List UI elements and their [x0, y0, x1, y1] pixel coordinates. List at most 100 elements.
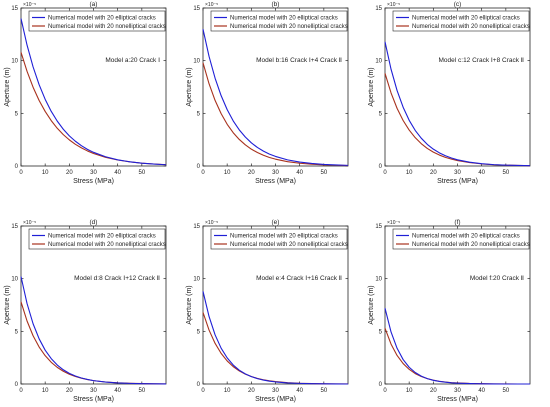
panel-label: (e)	[272, 219, 280, 226]
x-tick-label: 0	[201, 170, 205, 176]
plot-area	[20, 225, 167, 385]
x-tick-label: 20	[66, 170, 73, 176]
y-tick-label: 5	[197, 111, 201, 117]
legend-entry: Numerical model with 20 nonelliptical cr…	[48, 24, 166, 30]
y-exponent-label: ×10⁻⁵	[387, 220, 400, 226]
y-tick-label: 5	[15, 329, 19, 335]
plot-area	[202, 7, 349, 167]
panel-label: (b)	[272, 1, 280, 8]
y-tick-label: 5	[379, 329, 383, 335]
model-annotation: Model c:12 Crack Ⅰ+8 Crack Ⅱ	[439, 57, 525, 64]
x-tick-label: 40	[478, 388, 485, 394]
y-tick-label: 0	[379, 164, 383, 170]
x-tick-label: 50	[138, 170, 145, 176]
x-tick-label: 10	[42, 388, 49, 394]
panel-label: (f)	[454, 219, 460, 226]
chart-panel: 0 10 20 30 40 50 0 5 10 15 ×10⁻⁵ (e) Stress (MPa) Ape…	[186, 219, 349, 403]
y-tick-label: 5	[379, 111, 383, 117]
y-tick-label: 0	[197, 164, 201, 170]
y-tick-label: 15	[11, 224, 18, 230]
model-annotation: Model d:8 Crack Ⅰ+12 Crack Ⅱ	[74, 275, 160, 282]
x-tick-label: 20	[248, 170, 255, 176]
chart-panel: 0 10 20 30 40 50 0 5 10 15 ×10⁻⁵ (f) Stress (MPa) Ape…	[368, 219, 531, 403]
x-tick-label: 40	[478, 170, 485, 176]
y-axis-label: Aperture (m)	[186, 67, 193, 106]
x-tick-label: 40	[114, 388, 121, 394]
x-tick-label: 20	[430, 388, 437, 394]
legend-entry: Numerical model with 20 elliptical crack…	[48, 16, 156, 22]
x-tick-label: 50	[138, 388, 145, 394]
y-tick-label: 5	[197, 329, 201, 335]
x-tick-label: 10	[224, 388, 231, 394]
legend-box	[392, 228, 530, 250]
legend-box	[210, 228, 348, 250]
x-tick-label: 10	[406, 170, 413, 176]
x-tick-label: 30	[90, 388, 97, 394]
series-line	[384, 308, 530, 385]
x-tick-label: 40	[114, 170, 121, 176]
x-tick-label: 20	[66, 388, 73, 394]
series-line	[20, 276, 167, 385]
y-tick-label: 5	[15, 111, 19, 117]
y-axis-label: Aperture (m)	[4, 67, 11, 106]
plot-area	[202, 225, 349, 385]
x-tick-label: 50	[502, 388, 509, 394]
y-tick-label: 0	[15, 382, 19, 388]
legend-entry: Numerical model with 20 elliptical crack…	[230, 234, 338, 240]
x-tick-label: 20	[248, 388, 255, 394]
panel-label: (a)	[90, 1, 98, 8]
y-exponent-label: ×10⁻⁵	[387, 2, 400, 8]
x-tick-label: 0	[383, 388, 387, 394]
plot-area	[20, 7, 167, 167]
x-tick-label: 20	[430, 170, 437, 176]
chart-panel: 0 10 20 30 40 50 0 5 10 15 ×10⁻⁵ (c) Stress (MPa) Ape…	[368, 1, 531, 185]
x-tick-label: 30	[454, 170, 461, 176]
y-tick-label: 15	[375, 224, 382, 230]
legend-entry: Numerical model with 20 nonelliptical cr…	[230, 24, 348, 30]
y-tick-label: 10	[375, 59, 382, 65]
y-tick-label: 0	[379, 382, 383, 388]
x-tick-label: 50	[502, 170, 509, 176]
legend-box	[392, 10, 530, 32]
legend-box	[28, 228, 166, 250]
plot-area	[384, 7, 531, 167]
plot-area	[384, 225, 531, 385]
model-annotation: Model a:20 Crack Ⅰ	[105, 57, 160, 64]
x-tick-label: 40	[296, 388, 303, 394]
legend-entry: Numerical model with 20 elliptical crack…	[48, 234, 156, 240]
y-exponent-label: ×10⁻⁵	[23, 2, 36, 8]
chart-panel: 0 10 20 30 40 50 0 5 10 15 ×10⁻⁵ (b) Stress (MPa) Ape…	[186, 1, 349, 185]
series-line	[384, 41, 531, 167]
x-tick-label: 50	[320, 170, 327, 176]
x-tick-label: 30	[454, 388, 461, 394]
legend-entry: Numerical model with 20 nonelliptical cr…	[412, 242, 530, 248]
y-tick-label: 10	[375, 277, 382, 283]
series-line	[20, 18, 167, 166]
x-axis-label: Stress (MPa)	[73, 396, 114, 403]
chart-panel: 0 10 20 30 40 50 0 5 10 15 ×10⁻⁵ (a) Stress (MPa) Ape…	[4, 1, 167, 185]
series-line	[202, 62, 349, 167]
x-tick-label: 40	[296, 170, 303, 176]
x-tick-label: 10	[406, 388, 413, 394]
legend-entry: Numerical model with 20 elliptical crack…	[412, 234, 520, 240]
chart-panel: 0 10 20 30 40 50 0 5 10 15 ×10⁻⁵ (d) Stress (MPa) Ape…	[4, 219, 167, 403]
y-tick-label: 10	[193, 277, 200, 283]
panel-label: (c)	[454, 1, 462, 8]
x-tick-label: 0	[19, 388, 23, 394]
legend-box	[28, 10, 166, 32]
series-line	[202, 291, 349, 385]
legend-box	[210, 10, 348, 32]
panel-label: (d)	[90, 219, 98, 226]
x-tick-label: 30	[272, 388, 279, 394]
model-annotation: Model e:4 Crack Ⅰ+16 Crack Ⅱ	[256, 275, 342, 282]
legend-entry: Numerical model with 20 nonelliptical cr…	[412, 24, 530, 30]
legend-entry: Numerical model with 20 nonelliptical cr…	[48, 242, 166, 248]
y-axis-label: Aperture (m)	[368, 67, 375, 106]
y-tick-label: 15	[375, 6, 382, 12]
x-tick-label: 0	[201, 388, 205, 394]
model-annotation: Model b:16 Crack Ⅰ+4 Crack Ⅱ	[256, 57, 342, 64]
model-annotation: Model f:20 Crack Ⅱ	[470, 275, 524, 282]
x-axis-label: Stress (MPa)	[255, 178, 296, 185]
legend-entry: Numerical model with 20 nonelliptical cr…	[230, 242, 348, 248]
